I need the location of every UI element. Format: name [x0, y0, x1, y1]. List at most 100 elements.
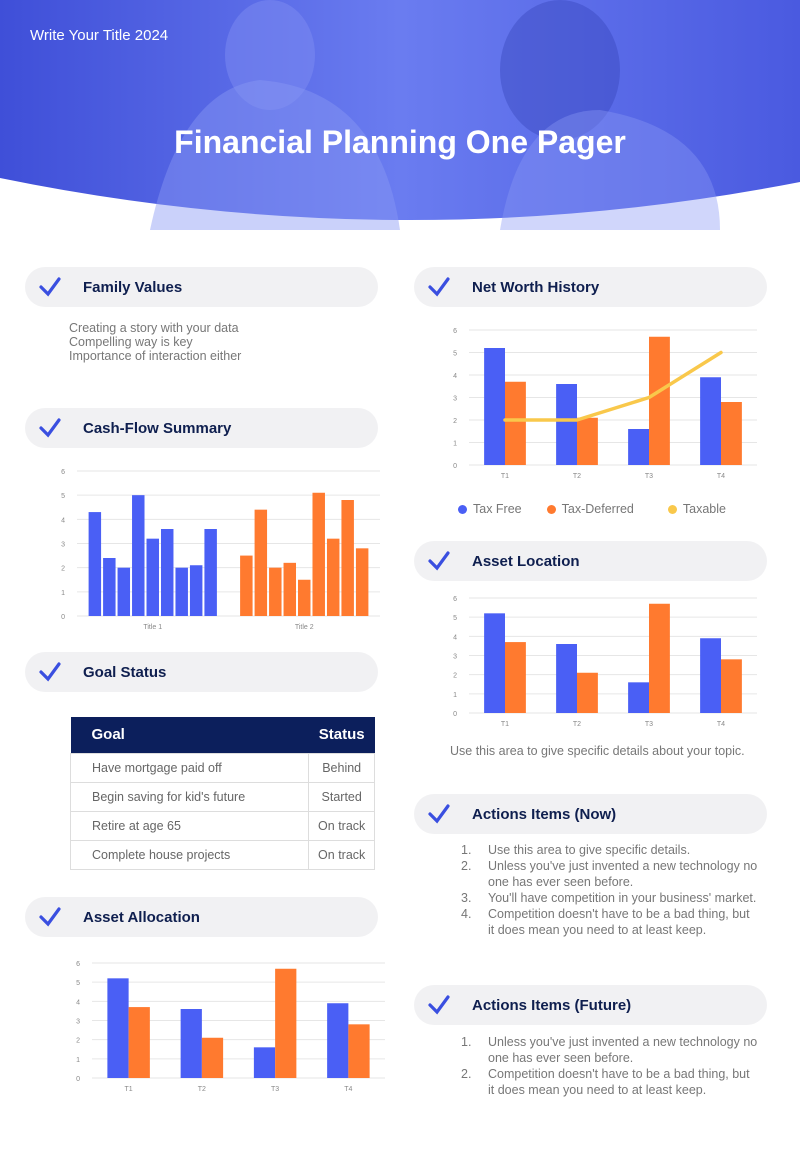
item-number: 4.: [461, 907, 472, 921]
goal-cell: Begin saving for kid's future: [69, 781, 310, 812]
y-tick-label: 2: [61, 566, 65, 573]
table-header-row: Goal Status: [70, 717, 375, 753]
y-tick-label: 0: [453, 463, 457, 470]
legend-item: Tax-Deferred: [546, 502, 634, 516]
bar: [132, 495, 145, 616]
family-values-text: Creating a story with your data Compelli…: [69, 321, 241, 363]
bar: [556, 384, 577, 465]
bar: [201, 1037, 224, 1078]
section-title: Actions Items (Now): [472, 805, 617, 823]
item-text: Competition doesn't have to be a bad thi…: [488, 1067, 750, 1097]
text-line: Creating a story with your data: [69, 321, 239, 335]
checkmark-icon: [39, 907, 61, 927]
bar: [107, 978, 129, 1078]
bar: [649, 603, 670, 713]
x-tick-label: T1: [501, 721, 509, 728]
section-header-actions-now: Actions Items (Now): [414, 794, 767, 834]
checkmark-icon: [39, 277, 61, 297]
status-cell: On track: [308, 810, 375, 841]
item-number: 2.: [461, 859, 472, 873]
y-tick-label: 3: [61, 542, 65, 549]
bar: [312, 492, 325, 616]
bar: [254, 509, 268, 616]
legend-label: Tax Free: [473, 502, 522, 516]
y-tick-label: 1: [61, 590, 65, 597]
status-cell: Behind: [308, 752, 375, 783]
legend-swatch: [546, 504, 556, 514]
section-header-asset-location: Asset Location: [414, 541, 767, 581]
bar: [269, 567, 282, 616]
item-number: 1.: [461, 1035, 472, 1049]
list-item: 1. Unless you've just invented a new tech…: [458, 1034, 758, 1066]
goal-cell: Complete house projects: [69, 839, 310, 870]
list-item: 2. Competition doesn't have to be a bad t…: [458, 1066, 758, 1098]
item-text: You'll have competition in your business…: [488, 891, 757, 905]
checkmark-icon: [428, 804, 450, 824]
section-header-asset-allocation: Asset Allocation: [25, 897, 378, 937]
bar: [180, 1009, 202, 1078]
bar: [146, 538, 159, 616]
bar: [275, 968, 297, 1078]
x-tick-label: T2: [573, 473, 581, 480]
table-row: Have mortgage paid off Behind: [69, 752, 375, 783]
x-tick-label: Title 2: [295, 624, 314, 631]
bar: [88, 512, 102, 616]
checkmark-icon: [39, 418, 61, 438]
legend-swatch: [667, 504, 677, 514]
section-title: Cash-Flow Summary: [83, 419, 232, 437]
bar: [117, 567, 131, 616]
x-tick-label: T2: [573, 721, 581, 728]
y-tick-label: 6: [453, 328, 457, 335]
checkmark-icon: [428, 277, 450, 297]
bar: [298, 579, 311, 616]
item-number: 1.: [461, 843, 472, 857]
bar: [348, 1024, 370, 1078]
y-tick-label: 4: [76, 999, 80, 1006]
section-title: Net Worth History: [472, 278, 600, 296]
item-text: Competition doesn't have to be a bad thi…: [488, 907, 750, 937]
status-cell: On track: [308, 839, 375, 870]
section-header-goal-status: Goal Status: [25, 652, 378, 692]
bar: [160, 529, 174, 616]
bar: [649, 336, 670, 465]
hero-subtitle: Write Your Title 2024: [30, 27, 169, 44]
x-tick-label: T1: [501, 473, 509, 480]
column-header-status: Status: [308, 717, 375, 753]
legend-swatch: [458, 504, 467, 514]
y-tick-label: 6: [76, 961, 80, 968]
bar: [577, 672, 598, 713]
legend-item: Taxable: [667, 502, 726, 516]
section-title: Actions Items (Future): [472, 996, 632, 1014]
net-worth-chart: 0 1 2 3 4 5 6 T1 T2 T3 T4: [453, 328, 757, 480]
list-item: 4. Competition doesn't have to be a bad t…: [458, 906, 758, 938]
y-tick-label: 2: [76, 1038, 80, 1045]
table-row: Retire at age 65 On track: [69, 810, 375, 841]
y-tick-label: 2: [453, 418, 457, 425]
x-tick-label: T3: [271, 1086, 279, 1093]
x-tick-label: T4: [717, 473, 725, 480]
list-item: 2. Unless you've just invented a new tech…: [458, 858, 758, 890]
y-tick-label: 3: [453, 396, 457, 403]
cash-flow-chart: 0 1 2 3 4 5 6 Title 1 Title 2: [61, 469, 380, 631]
net-worth-legend: Tax Free Tax-Deferred Taxable: [458, 502, 751, 516]
bar: [700, 638, 721, 713]
goal-cell: Retire at age 65: [69, 810, 310, 841]
y-tick-label: 0: [76, 1076, 80, 1083]
bar: [556, 644, 577, 713]
section-title: Goal Status: [83, 663, 167, 681]
section-header-actions-future: Actions Items (Future): [414, 985, 767, 1025]
bar: [484, 348, 505, 465]
list-item: 1. Use this area to give specific details…: [458, 842, 758, 858]
status-cell: Started: [308, 781, 375, 812]
y-tick-label: 4: [453, 634, 457, 641]
bar: [189, 565, 203, 616]
bar: [355, 548, 369, 616]
bar: [700, 377, 721, 465]
x-tick-label: T3: [645, 473, 653, 480]
legend-label: Tax-Deferred: [561, 502, 634, 516]
page-title: Financial Planning One Pager: [174, 124, 626, 160]
bar: [103, 558, 116, 616]
bar: [204, 529, 217, 616]
actions-now-list: 1. Use this area to give specific details…: [458, 842, 758, 938]
y-tick-label: 6: [61, 469, 65, 476]
